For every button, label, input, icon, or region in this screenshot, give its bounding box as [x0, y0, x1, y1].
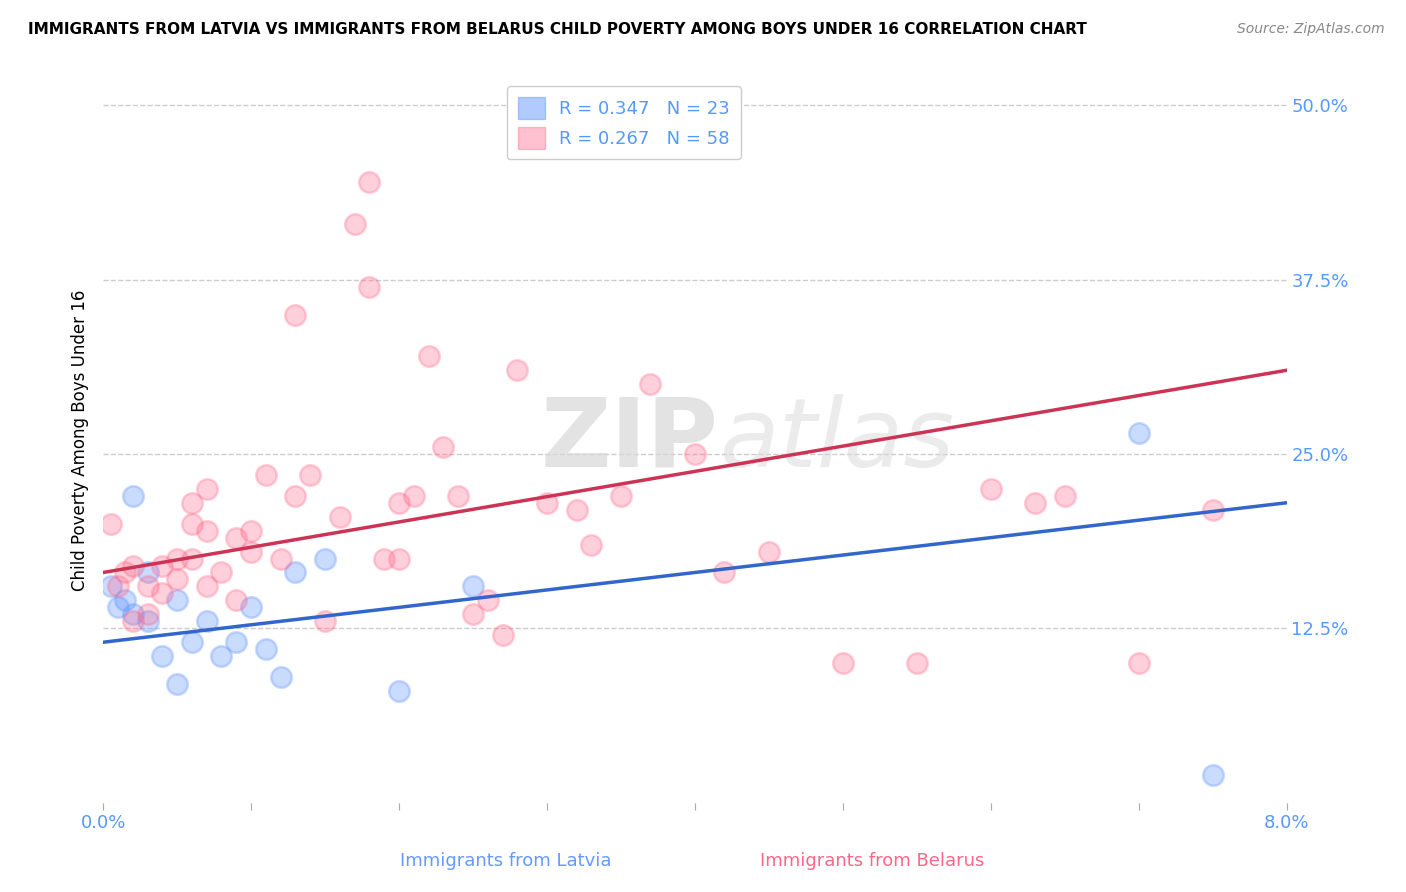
Point: [299, 467, 322, 482]
Point: [195, 524, 218, 538]
Point: [100, 579, 122, 593]
Point: [166, 573, 188, 587]
Point: [373, 551, 395, 566]
Point: [359, 175, 381, 189]
Point: [150, 586, 173, 600]
Point: [359, 279, 381, 293]
Point: [121, 489, 143, 503]
Point: [610, 489, 633, 503]
Text: ZIP: ZIP: [541, 393, 718, 486]
Point: [536, 496, 558, 510]
Point: [491, 628, 513, 642]
Point: [831, 656, 853, 670]
Point: [1024, 496, 1046, 510]
Point: [905, 656, 928, 670]
Point: [270, 670, 292, 684]
Legend: R = 0.347   N = 23, R = 0.267   N = 58: R = 0.347 N = 23, R = 0.267 N = 58: [508, 87, 741, 160]
Point: [418, 349, 440, 363]
Point: [195, 615, 218, 629]
Point: [284, 308, 307, 322]
Point: [240, 600, 263, 615]
Point: [402, 489, 425, 503]
Point: [270, 551, 292, 566]
Point: [683, 447, 706, 461]
Point: [254, 642, 277, 657]
Point: [180, 496, 202, 510]
Point: [225, 593, 247, 607]
Point: [388, 496, 411, 510]
Point: [506, 363, 529, 377]
Point: [581, 538, 603, 552]
Point: [329, 509, 352, 524]
Point: [254, 467, 277, 482]
Point: [225, 531, 247, 545]
Point: [136, 607, 159, 622]
Point: [343, 217, 366, 231]
Point: [100, 516, 122, 531]
Point: [180, 551, 202, 566]
Point: [211, 566, 233, 580]
Point: [136, 579, 159, 593]
Point: [180, 516, 202, 531]
Point: [180, 635, 202, 649]
Point: [150, 558, 173, 573]
Point: [758, 544, 780, 558]
Point: [121, 607, 143, 622]
Point: [107, 600, 129, 615]
Point: [461, 579, 484, 593]
Text: Source: ZipAtlas.com: Source: ZipAtlas.com: [1237, 22, 1385, 37]
Point: [225, 635, 247, 649]
Point: [240, 544, 263, 558]
Point: [713, 566, 735, 580]
Point: [121, 558, 143, 573]
Point: [136, 615, 159, 629]
Point: [114, 593, 136, 607]
Point: [1201, 502, 1223, 516]
Point: [980, 482, 1002, 496]
Point: [136, 566, 159, 580]
Y-axis label: Child Poverty Among Boys Under 16: Child Poverty Among Boys Under 16: [72, 289, 89, 591]
Point: [166, 677, 188, 691]
Point: [284, 566, 307, 580]
Point: [1128, 425, 1150, 440]
Point: [1201, 768, 1223, 782]
Point: [107, 579, 129, 593]
Point: [195, 482, 218, 496]
Point: [240, 524, 263, 538]
Point: [447, 489, 470, 503]
Text: Immigrants from Latvia: Immigrants from Latvia: [401, 852, 612, 870]
Point: [314, 615, 336, 629]
Point: [1128, 656, 1150, 670]
Point: [461, 607, 484, 622]
Point: [284, 489, 307, 503]
Text: atlas: atlas: [718, 393, 953, 486]
Point: [121, 615, 143, 629]
Point: [388, 684, 411, 698]
Point: [1053, 489, 1076, 503]
Point: [432, 440, 454, 454]
Point: [195, 579, 218, 593]
Text: Immigrants from Belarus: Immigrants from Belarus: [759, 852, 984, 870]
Point: [388, 551, 411, 566]
Point: [150, 649, 173, 664]
Point: [477, 593, 499, 607]
Point: [166, 551, 188, 566]
Point: [211, 649, 233, 664]
Point: [166, 593, 188, 607]
Point: [114, 566, 136, 580]
Text: IMMIGRANTS FROM LATVIA VS IMMIGRANTS FROM BELARUS CHILD POVERTY AMONG BOYS UNDER: IMMIGRANTS FROM LATVIA VS IMMIGRANTS FRO…: [28, 22, 1087, 37]
Point: [565, 502, 588, 516]
Point: [640, 377, 662, 392]
Point: [314, 551, 336, 566]
